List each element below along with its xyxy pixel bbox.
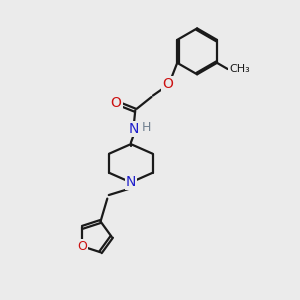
- Text: N: N: [129, 122, 139, 136]
- Text: N: N: [126, 176, 136, 189]
- Text: CH₃: CH₃: [229, 64, 250, 74]
- Text: O: O: [77, 240, 87, 253]
- Text: H: H: [142, 121, 151, 134]
- Text: O: O: [162, 77, 173, 91]
- Text: O: O: [111, 96, 122, 110]
